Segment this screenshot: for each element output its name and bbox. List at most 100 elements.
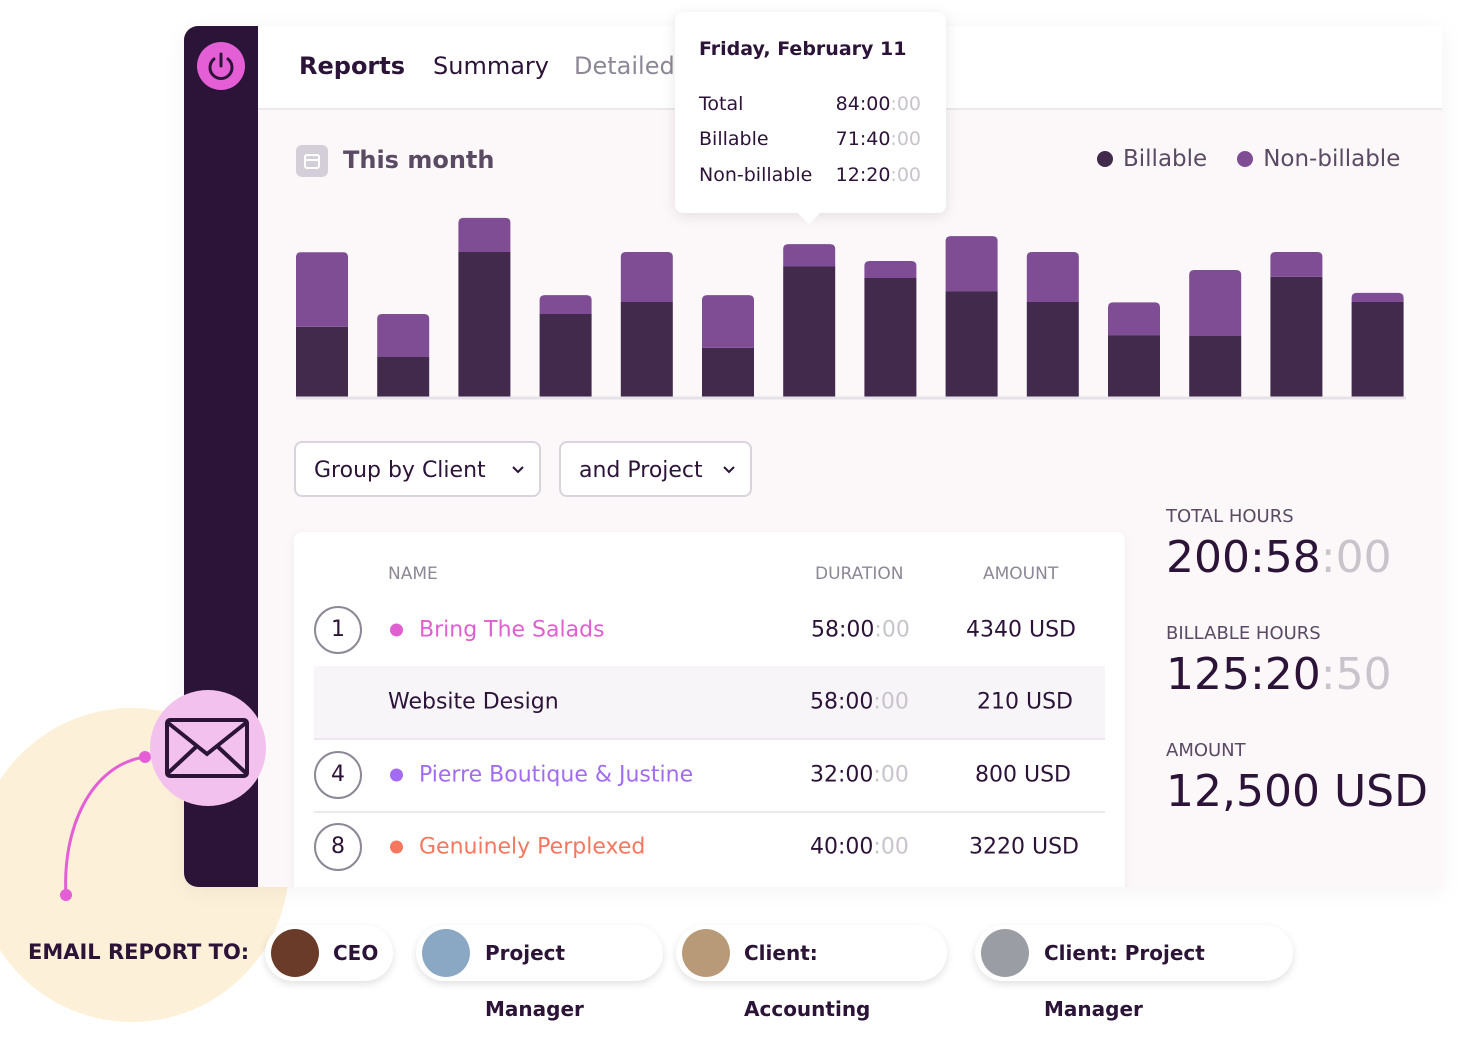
client-dot [390, 623, 403, 637]
legend-label: Non-billable [1263, 146, 1401, 172]
recipient[interactable]: Client: Accounting [676, 925, 947, 1021]
calendar-icon [296, 145, 328, 177]
dropdown-label: and Project [579, 458, 703, 483]
group-dropdown[interactable]: Group by Client [294, 441, 541, 497]
tooltip-row: Non-billable 12:20:00 [699, 164, 921, 186]
amount: 4340 USD [966, 617, 1076, 643]
column-header: AMOUNT [983, 564, 1059, 584]
legend-swatch [1097, 151, 1113, 167]
tab[interactable]: Detailed [574, 52, 675, 80]
avatar [981, 929, 1029, 977]
bar-segment [1108, 302, 1160, 336]
tooltip-time-faded: :00 [890, 164, 921, 186]
table-row[interactable]: 4 Pierre Boutique & Justine 32:00:00 800… [314, 739, 1105, 813]
avatar [682, 929, 730, 977]
bar-segment [783, 244, 836, 267]
bar-chart [296, 217, 1406, 400]
column-header: DURATION [815, 564, 904, 584]
tooltip-time: 12:20 [835, 164, 891, 186]
power-button[interactable] [197, 42, 245, 90]
email-label: EMAIL REPORT TO: [28, 940, 250, 964]
bar-segment [783, 266, 836, 397]
email-connector [60, 751, 151, 901]
client-name: Genuinely Perplexed [419, 834, 646, 860]
tooltip-row: Billable 71:40:00 [699, 128, 921, 150]
recipient[interactable]: Project Manager [416, 925, 663, 1021]
row-index: 4 [314, 751, 362, 799]
bar-segment [864, 261, 917, 278]
duration: 40:00 [810, 834, 874, 860]
tooltip-time-faded: :00 [890, 93, 921, 115]
bar-segment [620, 251, 673, 302]
tooltip-label: Total [699, 93, 744, 115]
power-icon [208, 52, 234, 80]
bar-segment [945, 236, 998, 292]
duration: 32:00 [810, 762, 874, 788]
bar-segment [539, 314, 592, 397]
row-index: 8 [314, 823, 362, 871]
bar-segment [1108, 335, 1160, 397]
tooltip-time: 71:40 [835, 128, 891, 150]
bar-segment [1351, 292, 1404, 302]
tab[interactable]: Summary [433, 52, 549, 80]
bar-segment [1189, 336, 1242, 397]
bar-segment [1026, 251, 1079, 302]
table-row[interactable]: Website Design 58:00:00 210 USD [314, 666, 1105, 740]
legend-swatch [1237, 151, 1254, 167]
duration-faded: :00 [873, 689, 909, 715]
recipient-name: Client: Accounting [744, 941, 871, 1021]
bar-segment [702, 347, 754, 397]
recipient[interactable]: Client: Project Manager [975, 925, 1293, 1021]
email-icon[interactable] [150, 690, 266, 806]
tooltip-time: 84:00 [835, 93, 891, 115]
bar-segment [296, 326, 348, 397]
duration-faded: :00 [874, 617, 910, 643]
amount: 3220 USD [969, 834, 1079, 860]
legend-item: Non-billable [1237, 146, 1400, 172]
column-header: NAME [388, 564, 438, 584]
tooltip-date: Friday, February 11 [699, 38, 907, 60]
duration: 58:00 [810, 689, 874, 715]
bar-segment [620, 301, 673, 397]
bar-segment [1270, 251, 1323, 277]
client-name: Bring The Salads [419, 617, 605, 643]
tooltip-label: Non-billable [699, 164, 813, 186]
legend: Billable Non-billable [1097, 146, 1400, 172]
client-dot [390, 768, 403, 782]
recipient[interactable]: CEO [265, 925, 393, 981]
page: Reports Summary Detailed This month Bill… [0, 12, 1442, 1022]
table-row[interactable]: 1 Bring The Salads 58:00:00 4340 USD [314, 594, 1105, 668]
total-label: BILLABLE HOURS [1166, 623, 1321, 644]
recipient-name: Client: Project Manager [1044, 941, 1205, 1021]
amount: 210 USD [977, 689, 1073, 715]
legend-label: Billable [1123, 146, 1208, 172]
client-dot [390, 840, 403, 854]
recipient-name: CEO [333, 941, 379, 965]
bar-segment [377, 356, 430, 397]
total-value-faded: :00 [1320, 532, 1392, 583]
row-index: 1 [314, 606, 362, 654]
table-row[interactable]: 8 Genuinely Perplexed 40:00:00 3220 USD [314, 811, 1105, 883]
duration-faded: :00 [873, 834, 909, 860]
total-label: AMOUNT [1166, 740, 1246, 761]
total-label: TOTAL HOURS [1166, 506, 1294, 527]
tooltip: Friday, February 11 Total 84:00:00 Billab… [675, 12, 946, 225]
dropdown-label: Group by Client [314, 458, 486, 483]
period-label[interactable]: This month [343, 146, 495, 174]
total-value: 200:58 [1166, 532, 1321, 583]
total-value: 12,500 USD [1166, 766, 1428, 817]
tooltip-label: Billable [699, 128, 769, 150]
tab[interactable]: Reports [299, 52, 406, 80]
bar-segment [1270, 276, 1323, 397]
bar-segment [1351, 301, 1404, 397]
bar-segment [458, 251, 511, 397]
duration-faded: :00 [873, 762, 909, 788]
recipient-name: Project Manager [485, 941, 584, 1021]
avatar [271, 929, 319, 977]
tooltip-time-faded: :00 [890, 128, 921, 150]
avatar [422, 929, 470, 977]
legend-item: Billable [1097, 146, 1207, 172]
subgroup-dropdown[interactable]: and Project [559, 441, 752, 497]
bar-segment [377, 314, 430, 357]
tooltip-row: Total 84:00:00 [699, 93, 921, 115]
